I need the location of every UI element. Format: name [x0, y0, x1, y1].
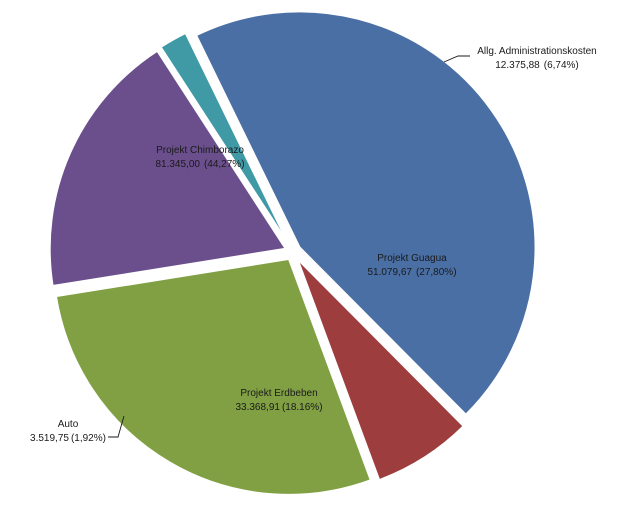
admin-value-label: 12.375,88 (6,74%) — [495, 60, 579, 71]
pie-slice-allg-administrationskosten — [296, 258, 466, 482]
admin-name-label: Allg. Administrationskosten — [477, 46, 597, 57]
pie-slice-projekt-guagua — [54, 257, 373, 496]
auto-name-label: Auto — [58, 419, 79, 430]
pie-slices — [48, 10, 537, 496]
auto-value-label: 3.519,75 (1,92%) — [30, 433, 106, 444]
pie-slice-projekt-erdbeben — [48, 49, 288, 288]
erdbeben-value-label: 33.368,91 (18.16%) — [235, 402, 322, 413]
pie-slice-projekt-chimborazo — [194, 10, 537, 417]
chimborazo-value-label: 81.345,00 (44,27%) — [155, 159, 244, 170]
erdbeben-name-label: Projekt Erdbeben — [240, 388, 317, 399]
chimborazo-name-label: Projekt Chimborazo — [156, 145, 244, 156]
leader-lines — [108, 55, 470, 438]
guagua-name-label: Projekt Guagua — [377, 253, 447, 264]
admin-leader-line — [443, 55, 470, 63]
pie-slice-auto — [159, 31, 290, 246]
auto-leader-line — [108, 415, 125, 438]
guagua-value-label: 51.079,67 (27,80%) — [367, 267, 456, 278]
